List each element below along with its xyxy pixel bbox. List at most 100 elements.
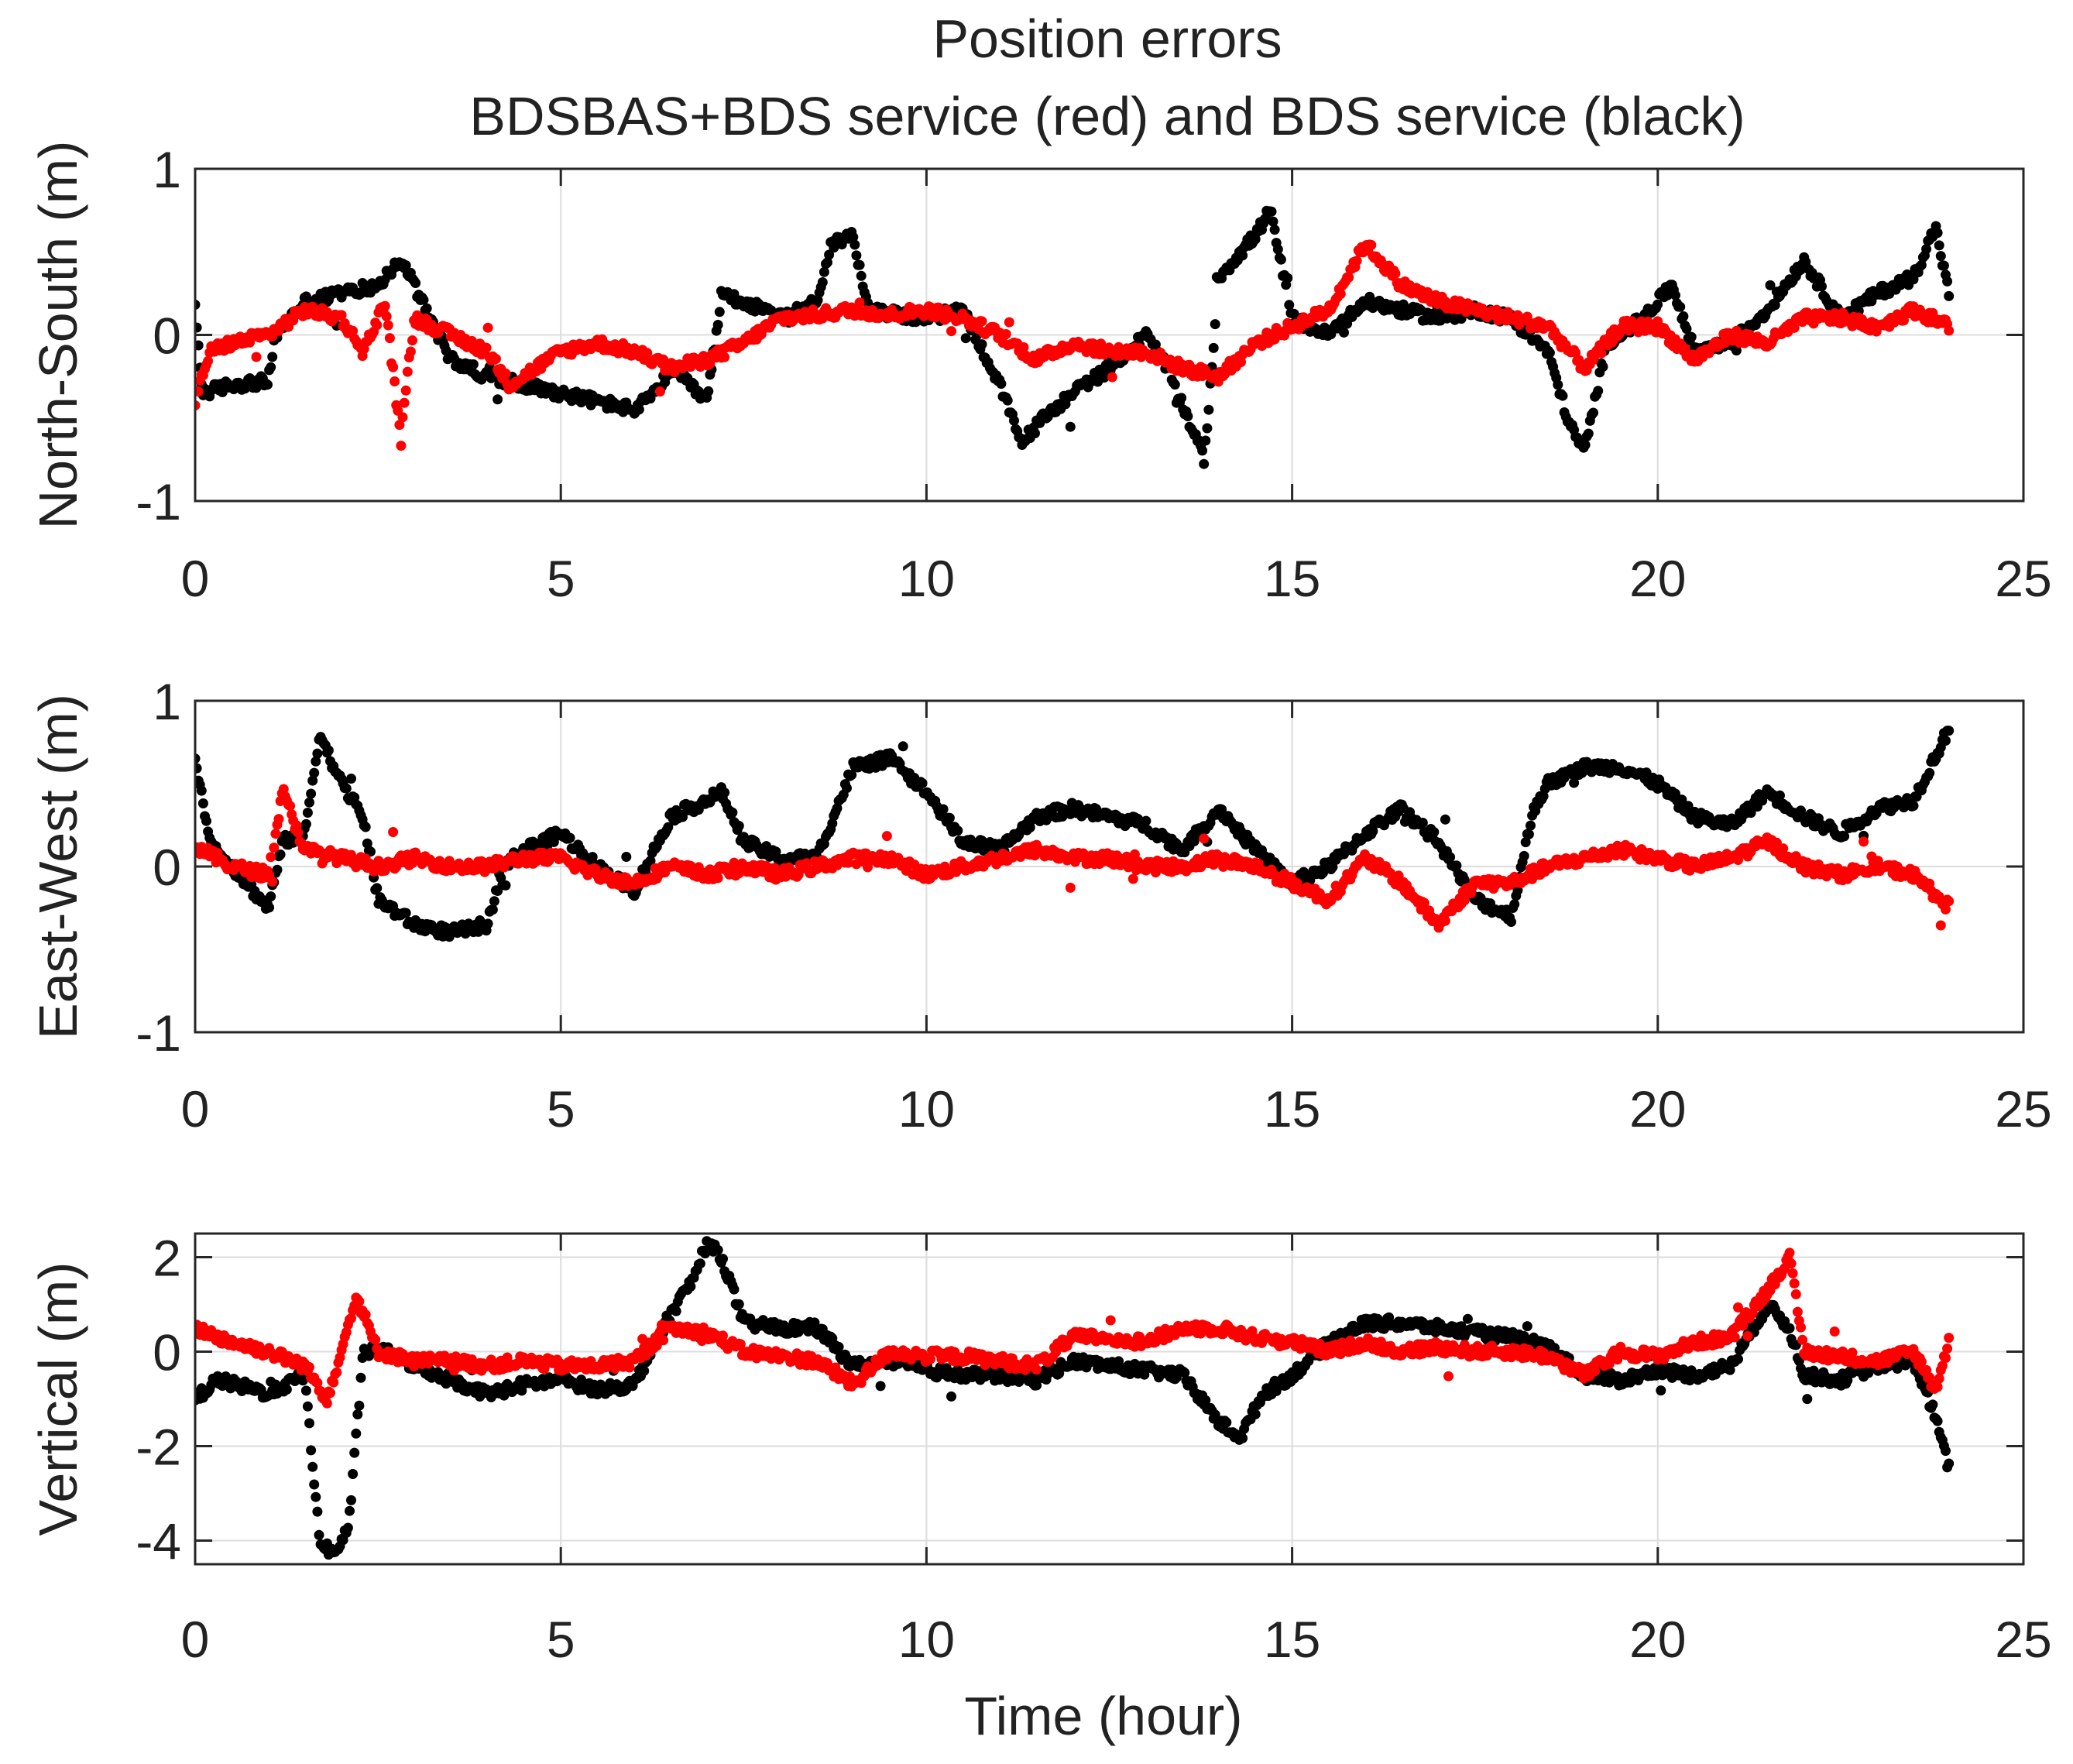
data-point [1339, 849, 1349, 860]
data-point [1200, 435, 1211, 446]
data-point [1266, 206, 1277, 217]
data-point [1065, 882, 1076, 893]
y-axis-label: North-South (m) [28, 141, 88, 530]
data-point [481, 342, 492, 353]
data-point [1250, 234, 1261, 245]
data-point [1000, 329, 1011, 339]
data-point [1686, 331, 1697, 342]
data-point [351, 1428, 362, 1439]
data-point [1789, 322, 1800, 333]
data-point [1169, 379, 1180, 390]
data-point [285, 801, 296, 812]
data-point [366, 846, 376, 857]
data-point [654, 386, 665, 397]
y-axis-label: East-West (m) [28, 694, 88, 1039]
data-point [1935, 251, 1946, 262]
data-point [1941, 736, 1951, 746]
data-point [388, 827, 399, 837]
data-point [1176, 393, 1187, 403]
data-point [1208, 342, 1219, 353]
data-point [671, 1306, 681, 1316]
data-point [1141, 815, 1151, 826]
data-point [270, 829, 281, 839]
data-point [1583, 428, 1594, 439]
x-tick-label: 5 [547, 550, 575, 607]
y-tick-label: -1 [136, 1004, 181, 1062]
data-point [1364, 291, 1375, 302]
data-point [1182, 411, 1193, 421]
data-point [195, 763, 202, 774]
data-point [1203, 404, 1214, 415]
data-point [854, 259, 865, 270]
data-point [712, 320, 723, 330]
data-point [1924, 767, 1935, 778]
data-point [685, 1281, 696, 1292]
x-tick-label: 0 [181, 1080, 210, 1138]
data-point [1588, 407, 1598, 418]
data-point [1009, 415, 1019, 426]
data-point [1210, 319, 1220, 330]
data-point [390, 376, 400, 386]
data-point [1440, 814, 1450, 825]
data-point [1944, 896, 1955, 907]
data-point [642, 348, 653, 359]
data-point [1018, 342, 1029, 352]
data-point [264, 902, 275, 913]
data-point [1509, 899, 1520, 910]
x-tick-label: 25 [1995, 550, 2051, 607]
data-point [203, 355, 214, 366]
data-point [1268, 216, 1278, 227]
data-point [1839, 831, 1850, 842]
data-point [1002, 395, 1013, 406]
data-point [266, 362, 276, 372]
data-point [1942, 276, 1953, 287]
data-point [1765, 280, 1776, 290]
data-point [1459, 895, 1470, 906]
data-point [306, 788, 317, 799]
data-point [976, 316, 987, 327]
data-point [897, 741, 908, 752]
data-point [1107, 372, 1117, 383]
data-point [195, 400, 201, 410]
data-point [195, 386, 204, 397]
data-point [500, 880, 511, 891]
data-point [482, 322, 493, 333]
data-point [976, 339, 987, 350]
data-point [421, 303, 432, 314]
data-point [917, 778, 928, 788]
data-point [399, 397, 410, 408]
data-point [304, 797, 314, 808]
data-point [1681, 324, 1692, 335]
data-point [312, 748, 323, 759]
data-point [849, 239, 860, 250]
data-point [306, 1445, 317, 1456]
data-point [402, 366, 413, 377]
data-point [1916, 259, 1927, 270]
data-point [307, 775, 318, 786]
data-point [1941, 904, 1951, 915]
data-point [1593, 386, 1604, 396]
data-point [1921, 244, 1932, 255]
data-point [269, 843, 280, 853]
data-point [1580, 440, 1591, 451]
data-point [1775, 790, 1785, 801]
x-tick-label: 15 [1264, 1080, 1320, 1138]
data-point [996, 379, 1007, 390]
data-point [875, 1381, 886, 1392]
data-point [468, 359, 479, 369]
data-point [263, 379, 273, 390]
data-point [854, 297, 865, 308]
data-point [1520, 837, 1531, 848]
data-point [842, 783, 852, 794]
data-point [355, 1372, 366, 1383]
data-point [383, 320, 393, 331]
data-point [639, 1365, 650, 1376]
data-point [712, 1244, 723, 1255]
data-point [1390, 268, 1401, 279]
data-point [1440, 915, 1450, 926]
data-point [1272, 244, 1283, 255]
data-point [410, 278, 421, 288]
data-point [297, 1375, 308, 1386]
data-point [1944, 290, 1955, 301]
data-point [812, 295, 823, 306]
